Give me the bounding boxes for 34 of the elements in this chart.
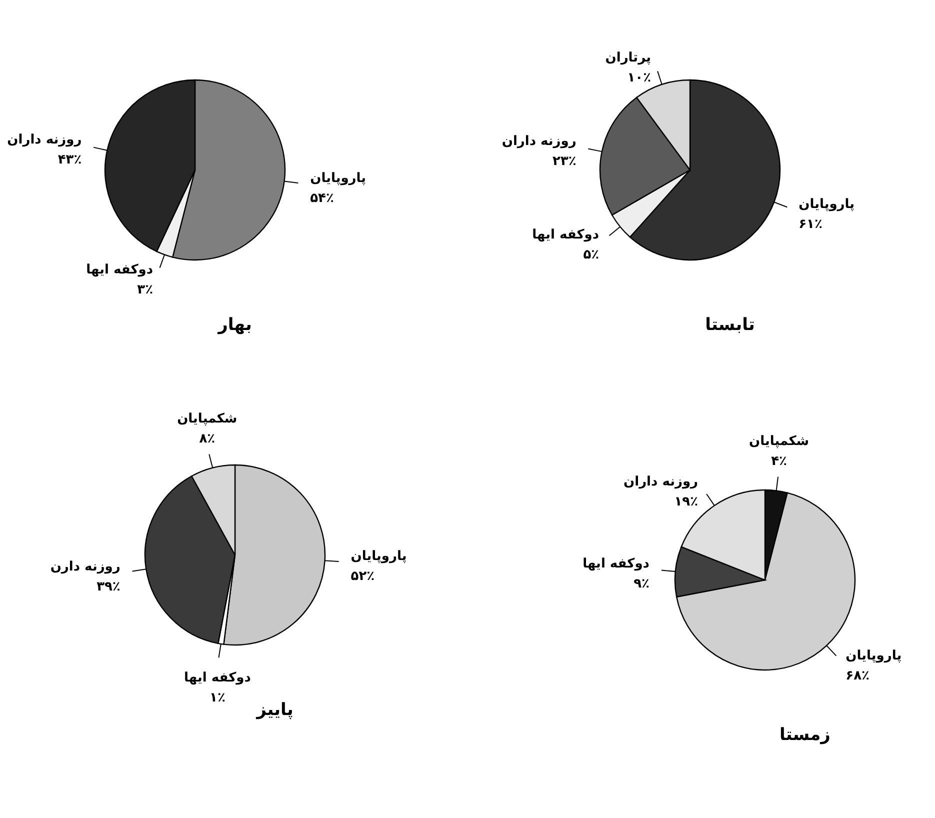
slice-label: دوکفه ایها bbox=[86, 262, 154, 278]
data-label: ۹٪ bbox=[634, 576, 650, 592]
slice-label: دوکفه ایها bbox=[582, 556, 650, 572]
text: تابستا bbox=[705, 315, 755, 335]
data-label: ۵٪ bbox=[583, 248, 600, 263]
data-label: ۶۸٪ bbox=[846, 668, 870, 684]
slice-label: روزنه دارن bbox=[50, 560, 120, 575]
slice-label: پاروپایان bbox=[798, 196, 855, 212]
data-label: ۳٪ bbox=[137, 282, 154, 298]
text: زمستا bbox=[780, 725, 830, 745]
data-label: ۶۱٪ bbox=[798, 216, 822, 232]
data-label: ۳۹٪ bbox=[96, 580, 120, 595]
slice-label: دوکفه ایها bbox=[532, 228, 600, 243]
data-label: ۱۰٪ bbox=[627, 70, 652, 86]
slice-label: پاروپایان bbox=[310, 171, 366, 186]
slice-label: پرتاران bbox=[605, 50, 652, 66]
slice-label: شکمپایان bbox=[748, 434, 810, 449]
slice-label: پاروپایان bbox=[846, 648, 902, 664]
data-label: ۱۹٪ bbox=[674, 494, 698, 510]
data-label: ۴۳٪ bbox=[58, 152, 82, 168]
data-label: ۵۲٪ bbox=[350, 569, 375, 584]
text: پاییز bbox=[256, 700, 294, 720]
data-label: ۸٪ bbox=[199, 432, 216, 447]
slice-label: پاروپایان bbox=[350, 549, 407, 564]
slice-label: دوکفه ایها bbox=[184, 670, 252, 686]
data-label: ۵۴٪ bbox=[310, 191, 334, 206]
data-label: ۴٪ bbox=[771, 454, 788, 469]
data-label: ۲۳٪ bbox=[552, 154, 576, 170]
slice-label: روزنه داران bbox=[624, 474, 698, 490]
data-label: ۱٪ bbox=[210, 690, 226, 706]
text: بهار bbox=[217, 315, 252, 335]
slice-label: روزنه داران bbox=[502, 134, 576, 150]
slice-label: شکمپایان bbox=[177, 412, 238, 427]
slice-label: روزنه داران bbox=[7, 132, 82, 148]
